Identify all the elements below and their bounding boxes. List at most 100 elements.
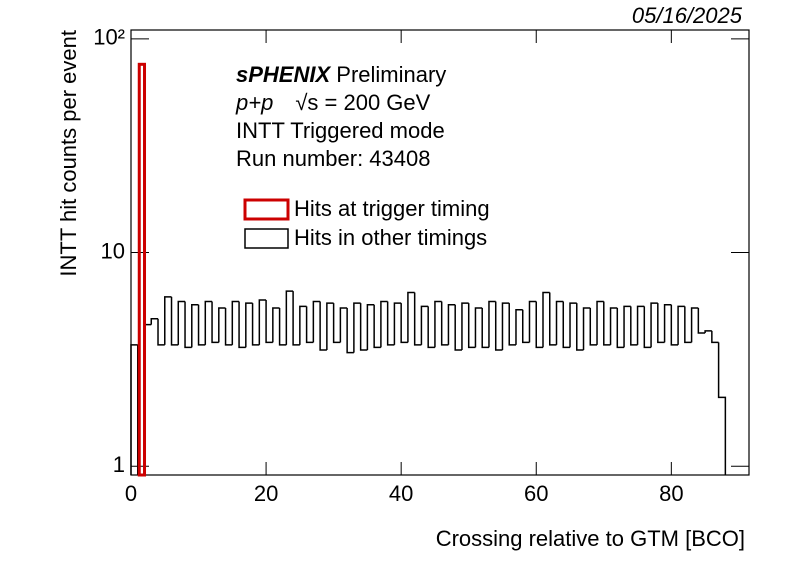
bin (184, 301, 192, 349)
date: 05/16/2025 (632, 3, 743, 28)
bin (454, 304, 462, 351)
bin (562, 301, 571, 349)
y-tick-label: 10² (93, 25, 125, 50)
header: sPHENIX Preliminary (236, 62, 446, 87)
bin (434, 300, 442, 348)
bin (521, 309, 530, 344)
bin (137, 62, 147, 477)
bin (576, 303, 584, 351)
bin (535, 301, 543, 349)
bin (623, 305, 631, 348)
bin (312, 300, 321, 343)
bin (589, 308, 598, 346)
brand: sPHENIX (236, 62, 331, 87)
bin (508, 303, 516, 346)
bin (461, 302, 469, 350)
x-tick-label: 80 (659, 481, 683, 506)
legend-label: Hits at trigger timing (294, 196, 490, 221)
bin (663, 303, 672, 343)
bin (164, 296, 172, 345)
bin (711, 330, 719, 344)
bin (481, 308, 489, 349)
x-tick-label: 20 (254, 481, 278, 506)
x-axis-label: Crossing relative to GTM [BCO] (436, 526, 745, 551)
x-tick-label: 60 (524, 481, 548, 506)
bin (272, 307, 280, 343)
run: Run number: 43408 (236, 146, 430, 171)
bin (474, 307, 483, 348)
bin (211, 301, 219, 344)
bin (582, 307, 591, 350)
bin (636, 305, 645, 345)
bin (684, 306, 692, 344)
bin (299, 305, 307, 345)
bin (278, 308, 287, 346)
bin (447, 303, 456, 345)
bin (488, 300, 496, 348)
bin (420, 305, 429, 345)
energy: √s = 200 GeV (295, 90, 430, 115)
mode: INTT Triggered mode (236, 118, 445, 143)
bin (413, 292, 422, 346)
bin (630, 306, 638, 346)
bin (603, 301, 611, 346)
bin (177, 300, 186, 345)
bin (643, 306, 652, 349)
bin (677, 305, 685, 345)
bin (339, 307, 348, 343)
bin (373, 304, 381, 349)
bin (224, 308, 233, 346)
x-tick-label: 0 (125, 481, 137, 506)
bin (690, 307, 699, 343)
y-axis-label: INTT hit counts per event (56, 30, 81, 277)
bin (596, 300, 604, 345)
bin (616, 308, 625, 349)
bin (555, 300, 564, 345)
bin (393, 302, 402, 345)
bin (609, 307, 618, 345)
y-tick-label: 10 (101, 238, 125, 263)
bin (292, 291, 300, 346)
bin (366, 303, 375, 350)
bin (704, 330, 712, 334)
bin (319, 301, 327, 351)
bin (650, 302, 658, 348)
bin (130, 344, 138, 475)
bin (245, 302, 253, 348)
bin (170, 296, 179, 346)
bin (717, 342, 727, 475)
bin (326, 302, 334, 350)
legend-swatch (243, 198, 290, 221)
bin (427, 306, 435, 349)
bin (657, 303, 665, 344)
bin (380, 300, 388, 348)
legend-swatch (244, 228, 289, 249)
x-tick-label: 40 (389, 481, 413, 506)
bin (515, 308, 523, 345)
bin (150, 318, 159, 325)
bin (549, 292, 557, 346)
bin (197, 304, 206, 346)
brand-suffix: Preliminary (336, 62, 446, 87)
bin (251, 303, 260, 346)
bin (218, 307, 226, 343)
frame (130, 29, 750, 476)
bin (353, 302, 361, 353)
bin (542, 291, 550, 348)
bin (231, 300, 240, 345)
bin (305, 306, 314, 344)
collision: p+p (235, 90, 273, 115)
bin (569, 302, 577, 348)
bin (238, 301, 246, 349)
bin (265, 299, 273, 344)
bin (670, 304, 679, 346)
bin (258, 299, 267, 345)
bin (528, 300, 537, 343)
bin (346, 308, 354, 354)
y-tick-label: 1 (113, 452, 125, 477)
bin (285, 290, 294, 345)
bin (191, 303, 199, 348)
bin (400, 303, 408, 344)
bin (467, 303, 476, 349)
